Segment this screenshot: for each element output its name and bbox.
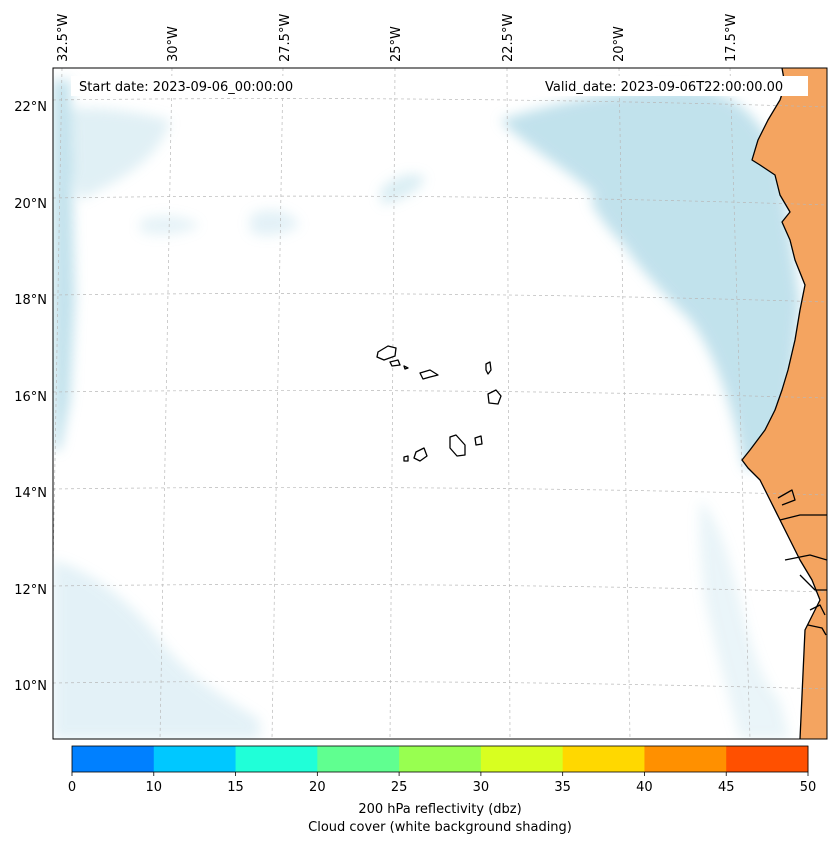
longitude-labels: 32.5°W 30°W 27.5°W 25°W 22.5°W 20°W 17.5… (56, 14, 739, 62)
graticule (53, 68, 827, 739)
valid-date-box: Valid_date: 2023-09-06T22:00:00.00 (538, 76, 808, 96)
island-santo-antao (376, 345, 397, 361)
gambia-river-coast (777, 489, 827, 636)
lat-label: 22°N (14, 100, 47, 115)
island-boa-vista (487, 389, 502, 405)
colorbar-tick-label: 35 (554, 780, 571, 795)
lat-label: 20°N (14, 197, 47, 212)
colorbar-segment (480, 746, 564, 772)
start-date-box: Start date: 2023-09-06_00:00:00 (71, 76, 315, 96)
lon-label: 17.5°W (724, 14, 739, 62)
colorbar-segment (153, 746, 237, 772)
lat-label: 10°N (14, 679, 47, 694)
lon-label: 20°W (612, 26, 627, 62)
colorbar-tick-label: 30 (473, 780, 490, 795)
colorbar-tick-label: 10 (146, 780, 163, 795)
island-brava (403, 455, 409, 462)
colorbar-frame (71, 745, 809, 773)
island-maio (474, 435, 483, 446)
colorbar-segment (644, 746, 727, 772)
island-sal (485, 361, 492, 375)
colorbar-tick-label: 40 (636, 780, 653, 795)
colorbar-segment (399, 746, 482, 772)
colorbar: 0 10 15 20 25 30 35 40 45 50 200 hPa reflectivity… (68, 745, 816, 835)
colorbar-tick-label: 45 (718, 780, 735, 795)
colorbar-label: 200 hPa reflectivity (dbz) (358, 802, 521, 817)
map-border (52, 67, 828, 740)
colorbar-tick-label: 0 (68, 780, 76, 795)
africa-land (742, 68, 827, 739)
lat-label: 18°N (14, 293, 47, 308)
valid-date-label: Valid_date: 2023-09-06T22:00:00.00 (545, 80, 783, 95)
island-fogo (413, 447, 428, 462)
lat-label: 16°N (14, 390, 47, 405)
lon-label: 27.5°W (278, 14, 293, 62)
colorbar-ticks: 0 10 15 20 25 30 35 40 45 50 (68, 772, 816, 795)
colorbar-segment (235, 746, 318, 772)
colorbar-segment (72, 746, 155, 772)
colorbar-segment (317, 746, 400, 772)
island-santa-luzia (403, 365, 409, 370)
colorbar-tick-label: 20 (309, 780, 326, 795)
lon-label: 25°W (389, 26, 404, 62)
lon-label: 30°W (166, 26, 181, 62)
lat-label: 12°N (14, 583, 47, 598)
colorbar-tick-label: 25 (391, 780, 408, 795)
start-date-label: Start date: 2023-09-06_00:00:00 (79, 80, 293, 95)
island-sao-nicolau (419, 369, 439, 380)
colorbar-segment (726, 746, 809, 772)
lon-label: 32.5°W (56, 14, 71, 62)
colorbar-tick-label: 50 (800, 780, 817, 795)
colorbar-segment (562, 746, 645, 772)
island-santiago (449, 434, 466, 457)
latitude-labels: 22°N 20°N 18°N 16°N 14°N 12°N 10°N (14, 100, 47, 694)
africa-coastline (741, 68, 821, 739)
island-sao-vicente (389, 359, 401, 367)
colorbar-sublabel: Cloud cover (white background shading) (308, 820, 572, 835)
colorbar-tick-label: 15 (227, 780, 244, 795)
colorbar-segments (72, 746, 809, 772)
lon-label: 22.5°W (501, 14, 516, 62)
cloud-cover-shading (53, 80, 800, 739)
lat-label: 14°N (14, 486, 47, 501)
cape-verde-islands (376, 345, 502, 462)
